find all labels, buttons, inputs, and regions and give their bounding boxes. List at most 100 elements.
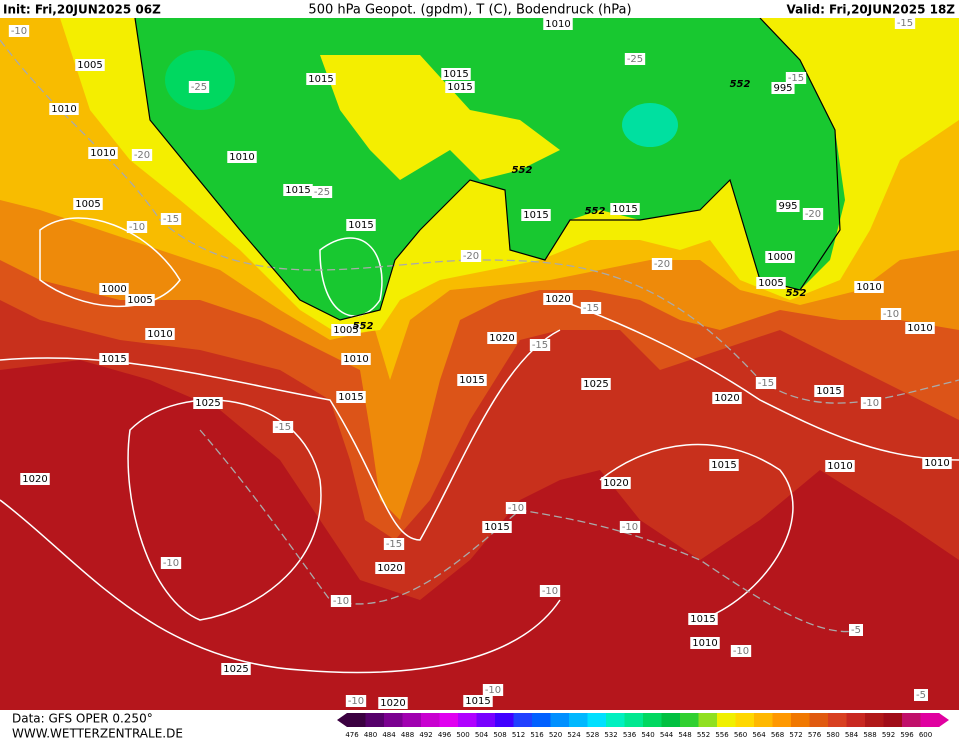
temperature-label-box	[529, 339, 551, 351]
isobar-label-box	[221, 663, 251, 675]
isobar-label: 1015	[285, 185, 310, 196]
colorbar-cell	[606, 713, 625, 727]
colorbar-label: 552	[697, 731, 710, 739]
data-source: Data: GFS OPER 0.250°	[12, 712, 153, 726]
colorbar-cell	[587, 713, 607, 727]
isobar-label-box	[825, 460, 855, 472]
colorbar-cell	[347, 713, 366, 727]
temperature-label: -20	[463, 251, 479, 262]
temperature-label-box	[539, 585, 561, 597]
isobar-label: 1010	[856, 282, 881, 293]
isobar-label-box	[765, 251, 795, 263]
temperature-label-box	[330, 595, 352, 607]
isobar-label: 1010	[90, 148, 115, 159]
isobar-label-box	[49, 103, 79, 115]
isobar-label: 1005	[75, 199, 100, 210]
field-green-light	[165, 50, 235, 110]
temperature-label-box	[802, 208, 824, 220]
temperature-label: -15	[275, 422, 291, 433]
isobar-label-box	[854, 281, 884, 293]
colorbar-label: 556	[715, 731, 729, 739]
isobar-label: 1015	[338, 392, 363, 403]
isobar-label-box	[378, 697, 408, 709]
colorbar-cell	[439, 713, 459, 727]
colorbar-cell	[717, 713, 736, 727]
temperature-label: -15	[532, 340, 548, 351]
temperature-label-box	[624, 53, 646, 65]
temperature-label-box	[188, 81, 210, 93]
temperature-label-box	[894, 17, 916, 29]
isobar-label: 1010	[907, 323, 932, 334]
field-cyan	[622, 103, 678, 147]
colorbar-cell	[569, 713, 588, 727]
temperature-label: -10	[863, 398, 879, 409]
geopotential-label: 552	[585, 206, 606, 217]
temperature-label-box	[345, 695, 367, 707]
isobar-label-box	[125, 294, 155, 306]
isobar-label: 1010	[147, 329, 172, 340]
temperature-label: -5	[916, 690, 926, 701]
isobar-label: 1010	[229, 152, 254, 163]
temperature-label: -10	[883, 309, 899, 320]
isobar-label-box	[581, 378, 611, 390]
colorbar-cell	[365, 713, 385, 727]
colorbar-label: 576	[808, 731, 822, 739]
map-title: 500 hPa Geopot. (gpdm), T (C), Bodendruc…	[308, 3, 631, 18]
temperature-label-box	[160, 557, 182, 569]
colorbar-cell	[828, 713, 847, 727]
temperature-label-box	[914, 689, 928, 701]
isobar-label-box	[75, 59, 105, 71]
isobar-label: 1015	[348, 220, 373, 231]
colorbar-label: 524	[567, 731, 581, 739]
isobar-label-box	[331, 324, 361, 336]
colorbar-cell	[865, 713, 884, 727]
isobar-label-box	[601, 477, 631, 489]
colorbar-label: 580	[826, 731, 839, 739]
colorbar-cell	[661, 713, 681, 727]
isobar-label: 1020	[377, 563, 402, 574]
temperature-label-box	[311, 186, 333, 198]
temperature-label: -10	[129, 222, 145, 233]
colorbar-label: 496	[438, 731, 452, 739]
geopotential-label: 552	[512, 165, 533, 176]
colorbar-cell	[791, 713, 810, 727]
colorbar-cell	[883, 713, 903, 727]
isobar-label: 1005	[127, 295, 152, 306]
map-background	[0, 17, 959, 710]
isobar-label: 1010	[343, 354, 368, 365]
temperature-label-box	[860, 397, 882, 409]
isobar-label-box	[690, 637, 720, 649]
isobar-label-box	[306, 73, 336, 85]
temperature-label: -25	[314, 187, 330, 198]
temperature-label-box	[849, 624, 863, 636]
isobar-label-box	[457, 374, 487, 386]
temperature-label: -20	[805, 209, 821, 220]
isobar-label-box	[610, 203, 640, 215]
colorbar-label: 540	[641, 731, 654, 739]
isobar-label: 1025	[583, 379, 608, 390]
isobar-label: 1005	[77, 60, 102, 71]
website: WWW.WETTERZENTRALE.DE	[12, 727, 183, 741]
colorbar-label: 544	[660, 731, 674, 739]
colorbar-cell	[532, 713, 551, 727]
colorbar-cell	[754, 713, 773, 727]
isobar-label: 1000	[767, 252, 792, 263]
isobar-label: 1015	[523, 210, 548, 221]
colorbar-label: 588	[863, 731, 876, 739]
isobar-label: 1020	[380, 698, 405, 709]
isobar-label-box	[227, 151, 257, 163]
geopotential-label: 552	[353, 321, 374, 332]
isobar-label-box	[20, 473, 50, 485]
temperature-label: -15	[386, 539, 402, 550]
colorbar-cell	[624, 713, 644, 727]
temperature-label: -15	[163, 214, 179, 225]
colorbar-label: 484	[382, 731, 396, 739]
isobar-label: 1010	[924, 458, 949, 469]
isobar-label-box	[922, 457, 952, 469]
temperature-label-box	[160, 213, 182, 225]
colorbar-cell	[513, 713, 533, 727]
temperature-label: -10	[485, 685, 501, 696]
colorbar-label: 536	[623, 731, 637, 739]
